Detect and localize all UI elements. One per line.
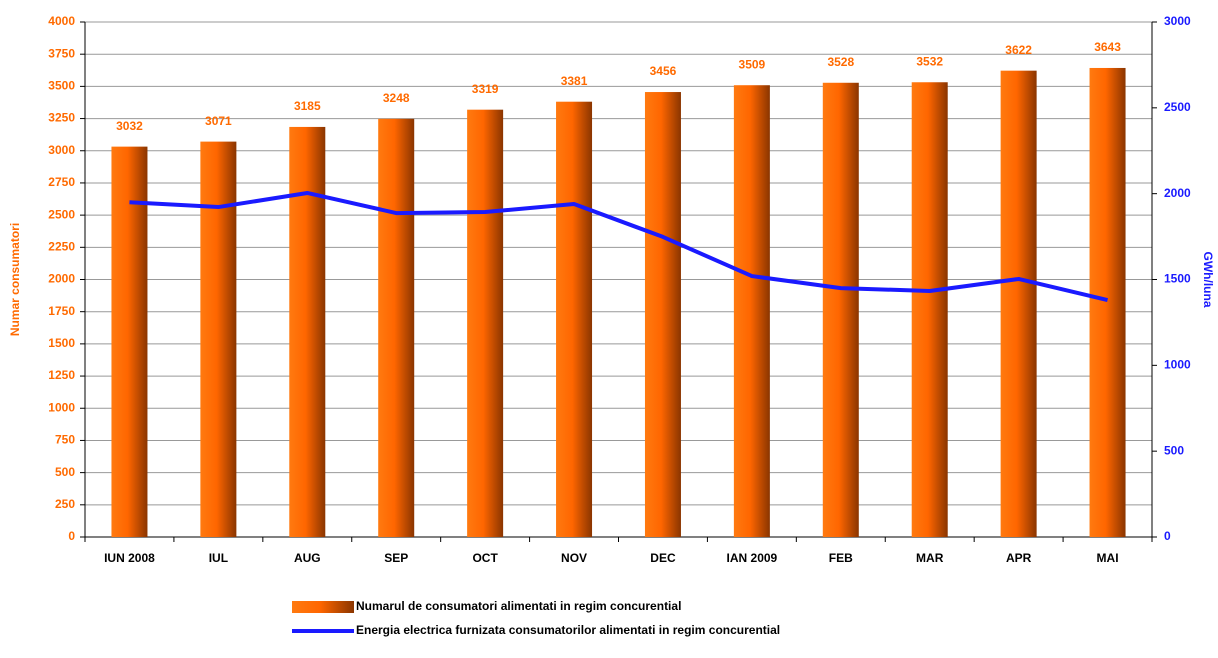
y2-tick-label: 2000 xyxy=(1164,186,1191,200)
y-tick-label: 1500 xyxy=(48,336,75,350)
bar xyxy=(556,101,593,537)
y2-tick-label: 500 xyxy=(1164,443,1184,457)
data-label: 3509 xyxy=(739,57,766,71)
data-label: 3185 xyxy=(294,99,321,113)
bar xyxy=(644,92,681,537)
bar xyxy=(378,118,415,537)
y-tick-label: 500 xyxy=(55,465,75,479)
x-tick-label: SEP xyxy=(384,551,408,565)
x-tick-label: MAR xyxy=(916,551,944,565)
y-tick-label: 3500 xyxy=(48,79,75,93)
data-label: 3528 xyxy=(827,55,854,69)
data-label: 3622 xyxy=(1005,43,1032,57)
y-tick-label: 2500 xyxy=(48,207,75,221)
y2-tick-label: 3000 xyxy=(1164,14,1191,28)
y2-tick-label: 0 xyxy=(1164,529,1171,543)
y-axis-title: Numar consumatori xyxy=(8,223,22,336)
bar xyxy=(200,141,237,537)
data-label: 3643 xyxy=(1094,40,1121,54)
y-tick-label: 0 xyxy=(68,529,75,543)
y-tick-label: 1750 xyxy=(48,304,75,318)
line xyxy=(129,190,1109,303)
data-label: 3319 xyxy=(472,82,499,96)
x-tick-label: OCT xyxy=(472,551,498,565)
data-label: 3248 xyxy=(383,91,410,105)
data-label: 3456 xyxy=(650,64,677,78)
data-label: 3032 xyxy=(116,119,143,133)
x-tick-label: FEB xyxy=(829,551,853,565)
y-tick-label: 250 xyxy=(55,497,75,511)
y-tick-label: 1000 xyxy=(48,400,75,414)
data-label: 3381 xyxy=(561,74,588,88)
data-label: 3071 xyxy=(205,114,232,128)
y2-tick-label: 1000 xyxy=(1164,358,1191,372)
bar xyxy=(822,82,859,538)
legend-label: Energia electrica furnizata consumatoril… xyxy=(356,623,780,637)
bar xyxy=(1000,70,1037,537)
legend-label: Numarul de consumatori alimentati in reg… xyxy=(356,599,681,613)
x-tick-label: DEC xyxy=(650,551,676,565)
y-tick-label: 750 xyxy=(55,433,75,447)
y2-tick-label: 1500 xyxy=(1164,272,1191,286)
x-tick-label: NOV xyxy=(561,551,587,565)
y-tick-label: 2250 xyxy=(48,239,75,253)
x-tick-label: AUG xyxy=(294,551,321,565)
y-tick-label: 3000 xyxy=(48,143,75,157)
x-tick-label: IUL xyxy=(209,551,228,565)
x-tick-label: APR xyxy=(1006,551,1032,565)
bar xyxy=(911,82,948,537)
y-tick-label: 2000 xyxy=(48,272,75,286)
bar xyxy=(467,109,504,538)
y-tick-label: 3250 xyxy=(48,111,75,125)
y-tick-label: 2750 xyxy=(48,175,75,189)
x-tick-label: IAN 2009 xyxy=(727,551,778,565)
x-tick-label: IUN 2008 xyxy=(104,551,155,565)
legend-swatch xyxy=(292,601,354,613)
y-tick-label: 4000 xyxy=(48,14,75,28)
y2-axis-title: GWh/luna xyxy=(1201,252,1215,308)
bar xyxy=(289,126,326,538)
bar xyxy=(1089,67,1126,538)
bar xyxy=(733,85,770,537)
data-label: 3532 xyxy=(916,54,943,68)
y2-tick-label: 2500 xyxy=(1164,100,1191,114)
y-tick-label: 1250 xyxy=(48,368,75,382)
bar xyxy=(111,146,148,537)
x-tick-label: MAI xyxy=(1097,551,1119,565)
y-tick-label: 3750 xyxy=(48,46,75,60)
